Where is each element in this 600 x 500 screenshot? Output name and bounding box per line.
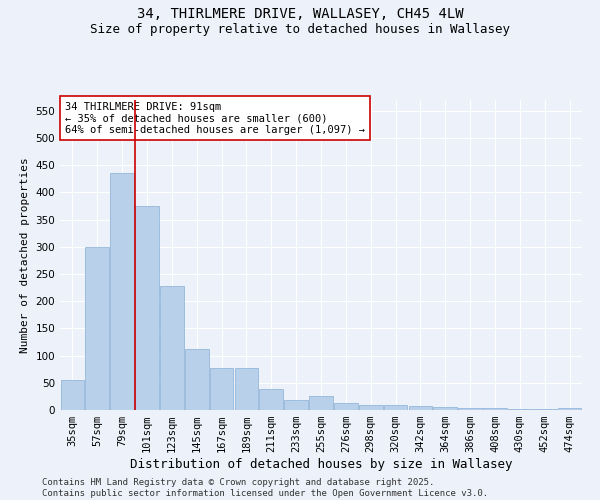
Text: Contains HM Land Registry data © Crown copyright and database right 2025.
Contai: Contains HM Land Registry data © Crown c… (42, 478, 488, 498)
Bar (160, 286, 184, 410)
Text: 34 THIRLMERE DRIVE: 91sqm
← 35% of detached houses are smaller (600)
64% of semi: 34 THIRLMERE DRIVE: 91sqm ← 35% of detac… (65, 102, 365, 134)
X-axis label: Distribution of detached houses by size in Wallasey: Distribution of detached houses by size … (130, 458, 512, 471)
Bar (483, 408, 507, 410)
Bar (85, 247, 109, 410)
Bar (508, 409, 532, 410)
Bar (284, 400, 308, 410)
Bar (409, 406, 432, 410)
Bar (110, 174, 134, 410)
Bar (210, 368, 233, 410)
Bar (458, 408, 482, 410)
Y-axis label: Number of detached properties: Number of detached properties (20, 157, 30, 353)
Text: 34, THIRLMERE DRIVE, WALLASEY, CH45 4LW: 34, THIRLMERE DRIVE, WALLASEY, CH45 4LW (137, 8, 463, 22)
Bar (235, 368, 258, 410)
Bar (309, 396, 333, 410)
Bar (61, 380, 84, 410)
Bar (135, 206, 159, 410)
Bar (359, 404, 383, 410)
Bar (433, 408, 457, 410)
Bar (384, 404, 407, 410)
Bar (334, 403, 358, 410)
Text: Size of property relative to detached houses in Wallasey: Size of property relative to detached ho… (90, 22, 510, 36)
Bar (259, 390, 283, 410)
Bar (185, 348, 209, 410)
Bar (558, 408, 581, 410)
